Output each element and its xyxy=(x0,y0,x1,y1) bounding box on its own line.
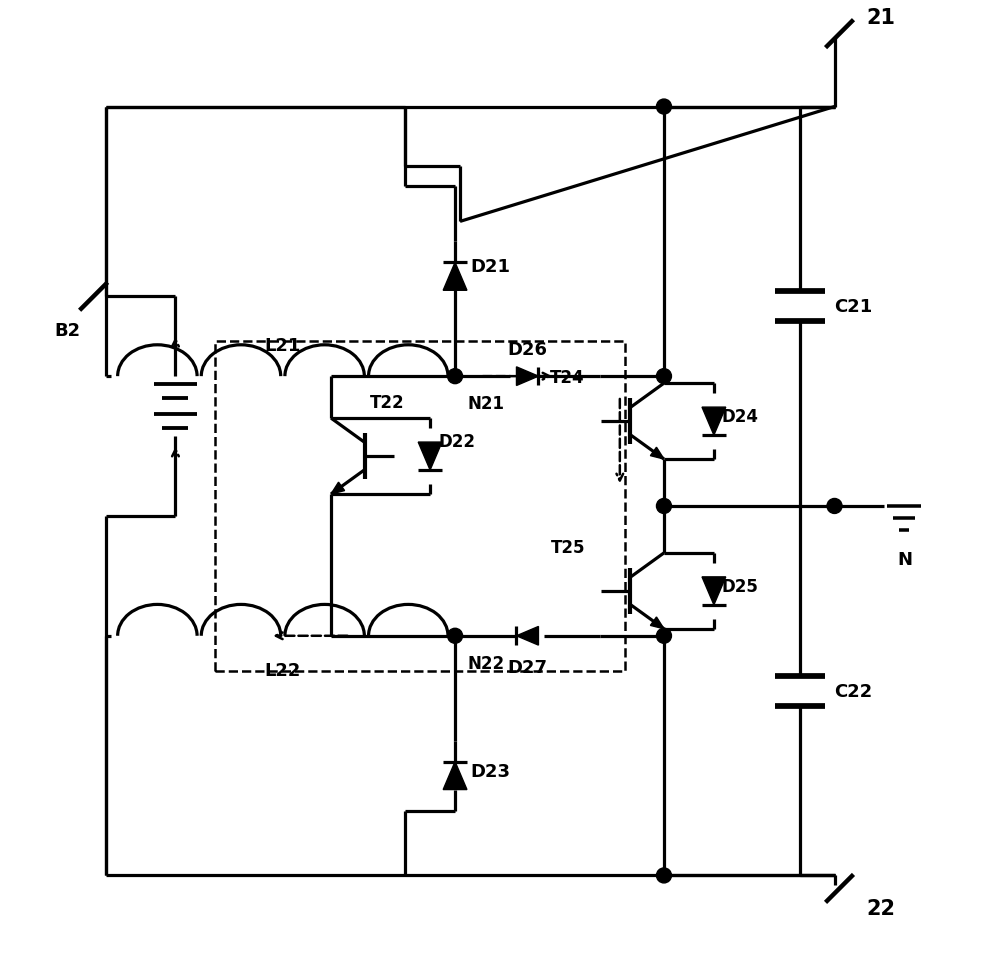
Polygon shape xyxy=(702,407,726,435)
Circle shape xyxy=(827,499,842,514)
Circle shape xyxy=(448,369,463,384)
Circle shape xyxy=(656,369,671,384)
Polygon shape xyxy=(650,448,664,459)
Text: T25: T25 xyxy=(550,538,585,556)
Circle shape xyxy=(656,499,671,514)
Text: L22: L22 xyxy=(265,661,301,679)
Circle shape xyxy=(656,868,671,883)
Text: D22: D22 xyxy=(438,432,475,451)
Polygon shape xyxy=(702,578,726,605)
Text: N21: N21 xyxy=(467,395,504,412)
Circle shape xyxy=(448,628,463,644)
Text: D21: D21 xyxy=(470,259,510,276)
Text: T22: T22 xyxy=(370,394,405,411)
Text: D27: D27 xyxy=(507,658,547,676)
Text: T24: T24 xyxy=(550,369,585,386)
Circle shape xyxy=(656,100,671,115)
Text: 22: 22 xyxy=(866,899,895,919)
Text: N22: N22 xyxy=(467,654,504,672)
Text: D24: D24 xyxy=(722,407,759,426)
Bar xyxy=(215,342,625,671)
Text: D26: D26 xyxy=(507,341,547,358)
Text: D23: D23 xyxy=(470,762,510,779)
Polygon shape xyxy=(443,263,467,291)
Text: C22: C22 xyxy=(835,682,873,700)
Text: C21: C21 xyxy=(835,298,873,316)
Text: B2: B2 xyxy=(55,322,81,340)
Polygon shape xyxy=(516,367,538,386)
Polygon shape xyxy=(331,482,345,495)
Text: L21: L21 xyxy=(265,337,301,355)
Text: D25: D25 xyxy=(722,578,759,595)
Text: 21: 21 xyxy=(866,8,895,28)
Circle shape xyxy=(656,628,671,644)
Text: N: N xyxy=(897,551,912,568)
Polygon shape xyxy=(418,443,442,471)
Polygon shape xyxy=(516,627,538,646)
Polygon shape xyxy=(650,617,664,629)
Polygon shape xyxy=(443,762,467,790)
